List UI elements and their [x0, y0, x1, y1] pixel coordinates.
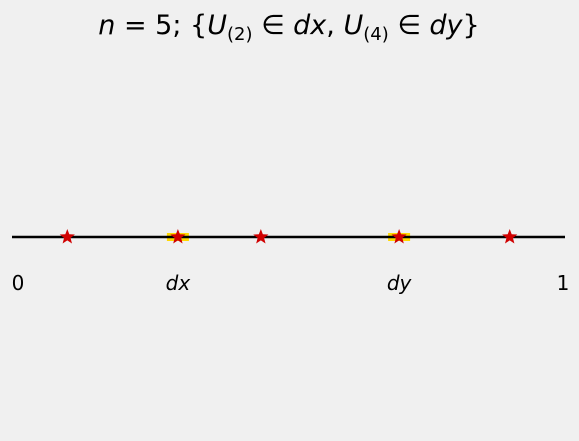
title-equals: = 5; {: [115, 10, 207, 41]
axis-label-zero: 0: [12, 271, 25, 295]
sample-points: [59, 229, 518, 244]
title-u4: U: [343, 10, 363, 41]
title-in2: ∈: [389, 10, 430, 41]
star-icon-2: [170, 229, 186, 244]
star-icon-4: [391, 229, 407, 244]
title-dx: dx: [293, 10, 327, 41]
title-u2: U: [207, 10, 227, 41]
interval-label-dy: dy: [387, 271, 413, 295]
title-n: n: [98, 10, 115, 41]
title-sub4: (4): [363, 24, 389, 45]
title-comma: ,: [326, 10, 343, 41]
interval-labels: dx dy: [166, 271, 413, 295]
diagram-title: n = 5; {U(2) ∈ dx, U(4) ∈ dy}: [98, 10, 479, 45]
title-sub2: (2): [227, 24, 253, 45]
star-icon-5: [502, 229, 518, 244]
title-close: }: [463, 10, 480, 41]
star-icon-3: [253, 229, 269, 244]
interval-label-dx: dx: [166, 271, 191, 295]
star-icon-1: [59, 229, 75, 244]
title-dy: dy: [429, 10, 463, 41]
axis-label-one: 1: [557, 271, 570, 295]
title-in1: ∈: [252, 10, 293, 41]
